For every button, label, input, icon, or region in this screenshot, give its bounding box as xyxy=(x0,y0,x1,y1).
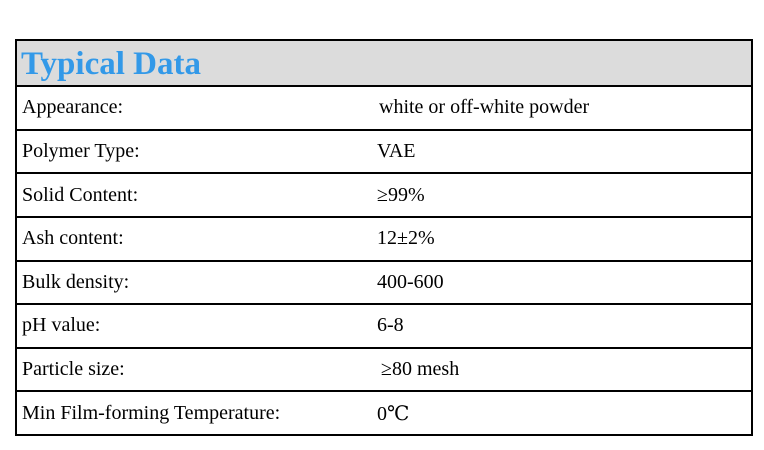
table-row: Polymer Type: VAE xyxy=(17,131,751,175)
row-label-polymer-type: Polymer Type: xyxy=(22,139,140,162)
table-title-row: Typical Data xyxy=(17,41,751,87)
row-value-bulk-density: 400-600 xyxy=(377,270,444,293)
table-row: Ash content: 12±2% xyxy=(17,218,751,262)
row-label-ph-value: pH value: xyxy=(22,314,101,337)
table-title: Typical Data xyxy=(21,45,201,82)
row-value-solid-content: ≥99% xyxy=(377,183,425,206)
row-value-appearance: white or off-white powder xyxy=(379,96,590,119)
row-label-solid-content: Solid Content: xyxy=(22,183,139,206)
table-row: pH value: 6-8 xyxy=(17,305,751,349)
row-label-appearance: Appearance: xyxy=(22,96,124,119)
row-value-min-film-forming-temperature: 0℃ xyxy=(377,402,410,425)
table-row: Solid Content: ≥99% xyxy=(17,174,751,218)
table-row: Min Film-forming Temperature: 0℃ xyxy=(17,392,751,434)
row-value-polymer-type: VAE xyxy=(377,139,416,162)
table-row: Appearance: white or off-white powder xyxy=(17,87,751,131)
row-label-particle-size: Particle size: xyxy=(22,358,125,381)
row-label-min-film-forming-temperature: Min Film-forming Temperature: xyxy=(22,401,281,424)
row-label-bulk-density: Bulk density: xyxy=(22,270,130,293)
row-value-particle-size: ≥80 mesh xyxy=(381,358,460,381)
table-body: Appearance: white or off-white powder Po… xyxy=(17,87,751,434)
table-row: Particle size: ≥80 mesh xyxy=(17,349,751,393)
typical-data-table: Typical Data Appearance: white or off-wh… xyxy=(15,39,753,436)
row-value-ph-value: 6-8 xyxy=(377,314,404,337)
row-value-ash-content: 12±2% xyxy=(377,227,435,250)
table-row: Bulk density: 400-600 xyxy=(17,262,751,306)
row-label-ash-content: Ash content: xyxy=(22,227,124,250)
